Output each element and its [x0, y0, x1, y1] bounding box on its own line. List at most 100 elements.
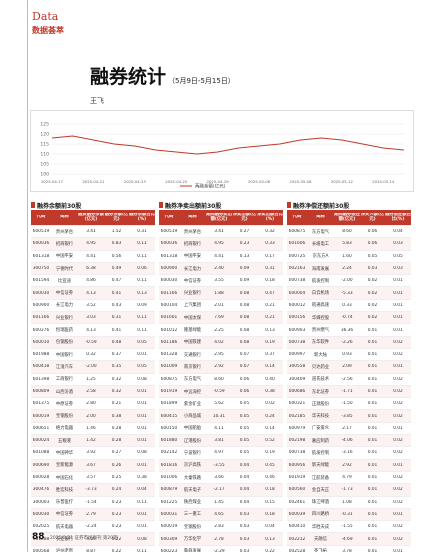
table-cell: 3.92	[86, 450, 96, 456]
table-cell: 航发控制	[311, 278, 330, 284]
table-row: 300476 胜宏科技 -3.73 0.24 0.04	[31, 484, 155, 497]
table-cell: 601225	[160, 499, 178, 505]
title: 融券统计	[90, 66, 167, 88]
table-cell: 600900	[160, 266, 178, 272]
table-cell: 4.02	[214, 339, 224, 345]
table-cell: 0.11	[137, 278, 147, 284]
table-cell: 2.92	[342, 462, 352, 468]
table-cell: 600150	[160, 425, 178, 431]
table-cell: 0.28	[111, 425, 122, 431]
table-cell: 嘉应制药	[311, 438, 330, 444]
header-row: 代码 简称 期间融券偿还额(亿元) 净买入额(亿元) 融券偿还额占比(%)	[287, 210, 411, 226]
header-cell: 净买入额(亿元)	[360, 212, 385, 222]
table-cell: 000997	[288, 352, 306, 358]
table-cell: 工商银行	[55, 377, 74, 383]
y-tick-label: 110	[40, 152, 49, 158]
table-row: 300003 乐普医疗 -1.54 0.23 0.11	[31, 497, 155, 509]
table-cell: 0.01	[393, 315, 403, 321]
table-title: 融券净偿还额前30股	[287, 200, 411, 210]
table-cell: 0.02	[393, 524, 403, 530]
table-cell: 0.15	[265, 499, 275, 505]
table-cell: -2.56	[341, 376, 353, 382]
table-cell: 0.32	[265, 229, 275, 235]
data-table: 融券余额前30股 代码 简称 融资融券余额(亿元) 融券余额(亿元) 融券余额占比(%) 6…	[31, 200, 155, 552]
table-title-text: 融券净偿还额前30股	[293, 202, 350, 210]
table-row: 600309 万华化学 2.78 0.03 0.13	[159, 533, 283, 546]
table-cell: 2.25	[214, 327, 224, 333]
table-cell: -0.59	[85, 339, 97, 345]
data-table: 融券净偿还额前30股 代码 简称 期间融券偿还额(亿元) 净买入额(亿元) 融券偿还额占比…	[287, 200, 411, 552]
table-cell: 0.22	[111, 548, 122, 552]
table-cell: 300558	[288, 364, 306, 370]
table-cell: 601328	[160, 352, 178, 358]
table-cell: -2.24	[85, 524, 97, 530]
y-tick-label: 125	[40, 122, 49, 128]
header-cell: 融券偿还额占比(%)	[385, 212, 411, 222]
table-cell: 002198	[288, 438, 306, 444]
table-cell: 8.60	[214, 376, 224, 382]
table-cell: 包钢股份	[55, 340, 74, 346]
table-cell: 0.03	[239, 511, 250, 517]
section-name: 数据荟萃	[32, 26, 64, 35]
table-cell: 0.01	[367, 327, 378, 333]
table-cell: 600030	[32, 511, 50, 517]
table-cell: 0.09	[137, 302, 147, 308]
table-cell: 600415	[160, 413, 178, 419]
table-cell: 东华软件	[311, 340, 330, 346]
table-cell: 招商银行	[183, 241, 202, 247]
table-row: 601601 中国太保 7.69 0.08 0.21	[159, 312, 283, 325]
table-cell: 中信证券	[183, 278, 202, 284]
table-cell: 0.01	[137, 352, 147, 358]
table-cell: 0.56	[111, 253, 122, 259]
table-cell: 1.42	[86, 438, 96, 444]
table-cell: 1.25	[86, 376, 96, 382]
table-cell: 600418	[32, 364, 50, 370]
section-label: Data	[32, 10, 59, 23]
table-cell: -5.33	[341, 290, 353, 296]
table-cell: 0.05	[239, 450, 250, 456]
table-cell: 0.14	[265, 425, 275, 431]
table-cell: 2.83	[214, 524, 224, 530]
table-row: 601988 中国银行 0.32 0.37 0.01	[31, 349, 155, 362]
table-cell: 4.95	[214, 241, 224, 247]
table-cell: 300476	[32, 487, 50, 493]
page-number: 88	[32, 532, 45, 542]
table-cell: 002025	[32, 524, 50, 530]
table-row: 601919 中远海控 -0.59 0.06 0.38	[159, 385, 283, 399]
table-row: 000651 格力电器 1.46 0.28 0.01	[31, 423, 155, 436]
table-cell: 0.08	[239, 327, 250, 333]
table-cell: 0.02	[367, 302, 378, 308]
table-cell: 0.32	[86, 352, 96, 358]
table-cell: 3.41	[214, 229, 224, 235]
table-row: 601318 中国平安 4.41 0.13 0.17	[159, 251, 283, 263]
table-row: 300409 道氏技术 -2.56 0.01 0.02	[287, 374, 411, 386]
table-cell: 华天科技	[311, 414, 330, 420]
table-cell: 大秦铁路	[183, 475, 202, 481]
table-cell: 比亚迪	[58, 278, 71, 284]
table-cell: 0.37	[111, 352, 122, 358]
table-cell: 英飞拓	[314, 549, 327, 552]
table-cell: -2.26	[341, 339, 353, 345]
table-row: 000997 新大陆 0.93 0.01 0.02	[287, 349, 411, 362]
table-cell: 3.66	[214, 475, 224, 481]
table-cell: 0.04	[239, 462, 250, 468]
table-cell: 600024	[32, 438, 50, 444]
table-cell: 0.01	[367, 548, 378, 552]
table-cell: 0.08	[137, 376, 147, 382]
table-cell: 3.81	[214, 438, 224, 444]
table-cell: 陕西煤业	[183, 500, 202, 506]
table-cell: 600900	[32, 302, 50, 308]
table-cell: 0.32	[111, 376, 122, 382]
table-cell: 恒瑞医药	[55, 328, 74, 334]
table-cell: 紫金矿业	[183, 401, 202, 407]
table-cell: 0.01	[137, 389, 147, 394]
table-cell: 000690	[32, 462, 50, 468]
table-cell: 0.31	[137, 229, 147, 235]
table-cell: 0.05	[137, 364, 147, 370]
table-cell: 601006	[160, 475, 178, 481]
table-title: 融券余额前30股	[31, 200, 155, 210]
header-row: 代码 简称 期间融券卖出额(亿元) 净卖出额(亿元) 净卖出额占比(%)	[159, 210, 283, 226]
table-row: 600012 皖通高速 0.33 0.02 0.01	[287, 300, 411, 313]
table-row: 600875 东方电气 8.60 0.06 0.40	[159, 374, 283, 386]
